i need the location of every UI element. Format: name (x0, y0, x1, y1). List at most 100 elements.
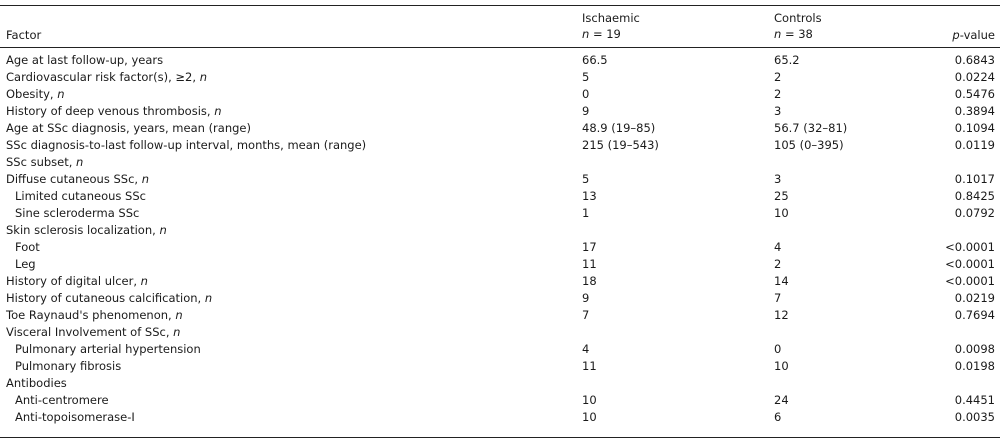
table-row: Leg 11 2 <0.0001 (0, 256, 1000, 273)
row-factor: SSc diagnosis-to-last follow-up interval… (6, 138, 367, 152)
table-row: Anti-centromere 10 24 0.4451 (0, 392, 1000, 409)
row-pvalue: 0.0792 (954, 206, 995, 220)
row-controls: 6 (774, 410, 782, 424)
table-row: Obesity, n 0 2 0.5476 (0, 86, 1000, 103)
table-row: Limited cutaneous SSc 13 25 0.8425 (0, 188, 1000, 205)
table-row: Anti-topoisomerase-I 10 6 0.0035 (0, 409, 1000, 426)
header-factor: Factor (6, 28, 42, 42)
row-pvalue: 0.7694 (954, 308, 995, 322)
row-ischaemic: 9 (582, 104, 590, 118)
row-controls: 14 (774, 274, 789, 288)
row-pvalue: 0.0224 (954, 70, 995, 84)
row-controls: 10 (774, 359, 789, 373)
table-row: Age at last follow-up, years 66.5 65.2 0.68… (0, 52, 1000, 69)
row-ischaemic: 11 (582, 359, 597, 373)
top-rule (0, 5, 1000, 6)
row-factor: Age at SSc diagnosis, years, mean (range… (6, 121, 251, 135)
table-row: Pulmonary fibrosis 11 10 0.0198 (0, 358, 1000, 375)
row-ischaemic: 11 (582, 257, 597, 271)
table-row: Foot 17 4 <0.0001 (0, 239, 1000, 256)
table-row: SSc subset, n (0, 154, 1000, 171)
row-ischaemic: 5 (582, 172, 590, 186)
row-factor: Leg (15, 257, 36, 271)
row-ischaemic: 5 (582, 70, 590, 84)
row-ischaemic: 7 (582, 308, 590, 322)
header-ischaemic: Ischaemic (582, 11, 640, 25)
row-pvalue: <0.0001 (945, 257, 995, 271)
row-factor: Foot (15, 240, 40, 254)
row-pvalue: 0.1017 (954, 172, 995, 186)
row-ischaemic: 18 (582, 274, 597, 288)
row-pvalue: 0.0119 (954, 138, 995, 152)
row-pvalue: 0.6843 (954, 53, 995, 67)
row-controls: 2 (774, 87, 782, 101)
row-controls: 4 (774, 240, 782, 254)
row-factor: Pulmonary fibrosis (15, 359, 122, 373)
row-ischaemic: 4 (582, 342, 590, 356)
table-row: Skin sclerosis localization, n (0, 222, 1000, 239)
row-ischaemic: 0 (582, 87, 590, 101)
table-row: History of cutaneous calcification, n 9 7 0… (0, 290, 1000, 307)
row-controls: 10 (774, 206, 789, 220)
row-ischaemic: 48.9 (19–85) (582, 121, 656, 135)
row-ischaemic: 10 (582, 393, 597, 407)
row-controls: 24 (774, 393, 789, 407)
row-pvalue: <0.0001 (945, 274, 995, 288)
row-pvalue: 0.0219 (954, 291, 995, 305)
table-row: Antibodies (0, 375, 1000, 392)
row-factor: Age at last follow-up, years (6, 53, 164, 67)
row-pvalue: 0.0198 (954, 359, 995, 373)
row-pvalue: 0.1094 (954, 121, 995, 135)
row-controls: 65.2 (774, 53, 800, 67)
row-controls: 56.7 (32–81) (774, 121, 848, 135)
header-rule (0, 47, 1000, 48)
row-ischaemic: 13 (582, 189, 597, 203)
table-row: Toe Raynaud's phenomenon, n 7 12 0.7694 (0, 307, 1000, 324)
table-row: Sine scleroderma SSc 1 10 0.0792 (0, 205, 1000, 222)
row-ischaemic: 9 (582, 291, 590, 305)
row-factor: Cardiovascular risk factor(s), ≥2, n (6, 70, 207, 84)
row-controls: 105 (0–395) (774, 138, 844, 152)
row-factor: Limited cutaneous SSc (15, 189, 146, 203)
row-factor: SSc subset, n (6, 155, 84, 169)
row-factor: Sine scleroderma SSc (15, 206, 140, 220)
table-row: Visceral Involvement of SSc, n (0, 324, 1000, 341)
table-row: Cardiovascular risk factor(s), ≥2, n 5 2 0.… (0, 69, 1000, 86)
bottom-rule (0, 437, 1000, 438)
row-controls: 3 (774, 172, 782, 186)
row-controls: 7 (774, 291, 782, 305)
row-controls: 3 (774, 104, 782, 118)
row-ischaemic: 10 (582, 410, 597, 424)
table-row: Diffuse cutaneous SSc, n 5 3 0.1017 (0, 171, 1000, 188)
table-row: Age at SSc diagnosis, years, mean (range… (0, 120, 1000, 137)
row-factor: Pulmonary arterial hypertension (15, 342, 201, 356)
header-controls-n: n = 38 (774, 27, 813, 41)
header-ischaemic-n: n = 19 (582, 27, 621, 41)
row-factor: Obesity, n (6, 87, 65, 101)
row-pvalue: 0.4451 (954, 393, 995, 407)
row-pvalue: 0.3894 (954, 104, 995, 118)
header-pvalue: p-value (952, 28, 995, 42)
row-factor: History of cutaneous calcification, n (6, 291, 213, 305)
table-row: SSc diagnosis-to-last follow-up interval… (0, 137, 1000, 154)
row-factor: Toe Raynaud's phenomenon, n (6, 308, 183, 322)
row-factor: Anti-topoisomerase-I (15, 410, 135, 424)
row-controls: 2 (774, 257, 782, 271)
row-pvalue: 0.0035 (954, 410, 995, 424)
table-row: History of digital ulcer, n 18 14 <0.0001 (0, 273, 1000, 290)
row-ischaemic: 1 (582, 206, 590, 220)
row-ischaemic: 66.5 (582, 53, 608, 67)
row-factor: Diffuse cutaneous SSc, n (6, 172, 150, 186)
row-controls: 12 (774, 308, 789, 322)
row-factor: Visceral Involvement of SSc, n (6, 325, 181, 339)
row-ischaemic: 215 (19–543) (582, 138, 659, 152)
row-ischaemic: 17 (582, 240, 597, 254)
table-row: Pulmonary arterial hypertension 4 0 0.0098 (0, 341, 1000, 358)
row-pvalue: 0.0098 (954, 342, 995, 356)
row-controls: 2 (774, 70, 782, 84)
row-pvalue: 0.8425 (954, 189, 995, 203)
row-pvalue: <0.0001 (945, 240, 995, 254)
row-factor: History of digital ulcer, n (6, 274, 148, 288)
row-controls: 25 (774, 189, 789, 203)
row-factor: Anti-centromere (15, 393, 109, 407)
